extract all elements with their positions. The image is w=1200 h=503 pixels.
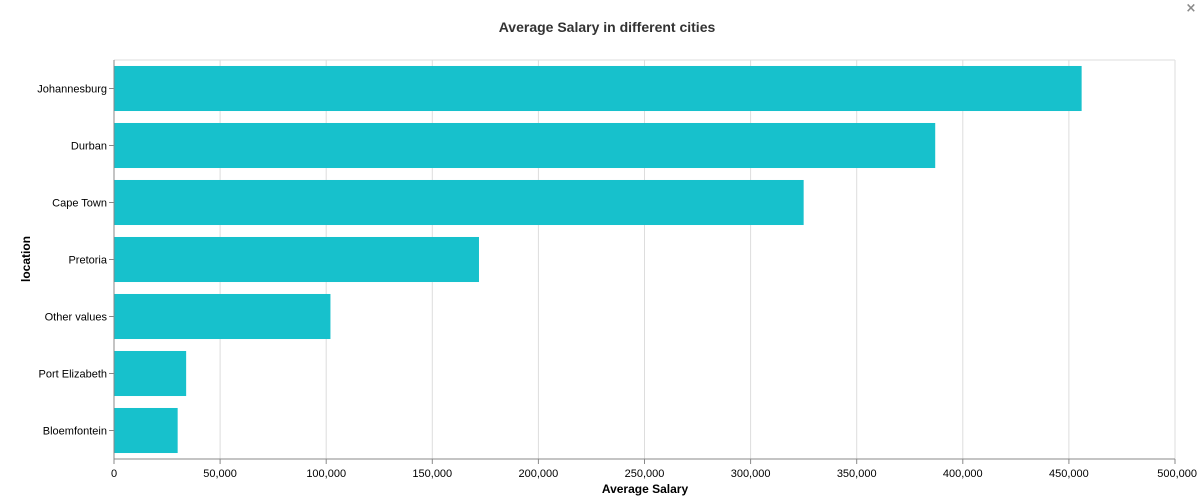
x-tick-label: 200,000 [519, 468, 559, 480]
bar-cape-town[interactable] [114, 179, 804, 226]
bar-bloemfontein[interactable] [114, 407, 178, 454]
y-tick-label: Cape Town [52, 198, 107, 210]
x-tick-label: 150,000 [412, 468, 452, 480]
chart-title: Average Salary in different cities [499, 19, 716, 35]
x-tick-label: 400,000 [943, 468, 983, 480]
bar-durban[interactable] [114, 122, 936, 169]
y-axis-title: location [19, 236, 33, 282]
bar-other-values[interactable] [114, 293, 331, 340]
bar-johannesburg[interactable] [114, 65, 1082, 112]
close-icon[interactable]: × [1185, 1, 1197, 16]
y-tick-label: Port Elizabeth [39, 369, 107, 381]
y-tick-label: Other values [45, 312, 108, 324]
y-tick-label: Johannesburg [37, 84, 107, 96]
x-tick-label: 50,000 [203, 468, 237, 480]
x-tick-label: 350,000 [837, 468, 877, 480]
bar-pretoria[interactable] [114, 236, 479, 283]
bar-port-elizabeth[interactable] [114, 350, 187, 397]
y-tick-label: Pretoria [68, 255, 107, 267]
x-tick-label: 0 [111, 468, 117, 480]
x-tick-label: 250,000 [625, 468, 665, 480]
y-axis: Johannesburg Durban Cape Town Pretoria Other… [37, 60, 115, 459]
y-tick-label: Bloemfontein [43, 426, 107, 438]
x-tick-label: 450,000 [1049, 468, 1089, 480]
x-tick-label: 500,000 [1157, 468, 1197, 480]
x-axis: 0 50,000 100,000 150,000 200,000 250,000 300,0… [111, 458, 1197, 480]
y-tick-label: Durban [71, 141, 107, 153]
x-axis-title: Average Salary [602, 482, 689, 496]
x-tick-label: 300,000 [731, 468, 771, 480]
x-tick-label: 100,000 [306, 468, 346, 480]
bars [114, 65, 1082, 454]
